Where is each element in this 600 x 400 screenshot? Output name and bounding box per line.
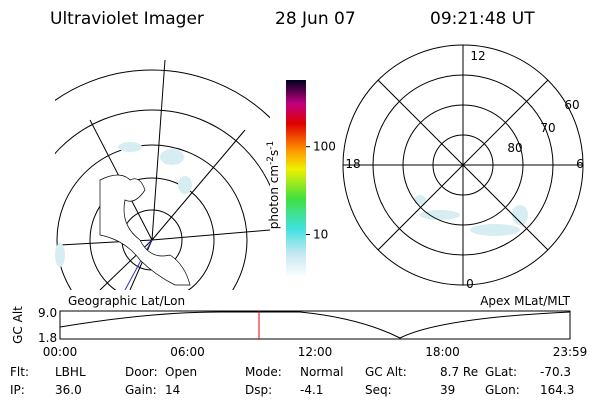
field-value: 164.3 xyxy=(540,383,574,397)
mlat-label: 80 xyxy=(507,141,522,155)
field-value: -70.3 xyxy=(540,365,571,379)
unit: s xyxy=(267,150,281,156)
date: 28 Jun 07 xyxy=(275,9,356,29)
mlat-label: 70 xyxy=(540,121,555,135)
field-label: GLat: xyxy=(485,365,517,379)
field-value: LBHL xyxy=(55,365,86,379)
field-label: GC Alt: xyxy=(365,365,407,379)
colorbar-label: photon cm-2s-1 xyxy=(266,141,281,230)
colorbar xyxy=(286,80,306,278)
y-tick-label: 1.8 xyxy=(38,331,57,345)
mlt-label: 18 xyxy=(345,157,360,171)
altitude-plot xyxy=(59,310,571,340)
field-label: IP: xyxy=(10,383,25,397)
field-label: Dsp: xyxy=(245,383,272,397)
x-tick-label: 06:00 xyxy=(170,345,205,359)
map-label: Geographic Lat/Lon xyxy=(68,294,185,308)
y-tick-label: 9.0 xyxy=(38,306,57,320)
field-label: Seq: xyxy=(365,383,392,397)
field-value: Open xyxy=(165,365,197,379)
x-tick-label: 18:00 xyxy=(425,345,460,359)
mlat-label: 60 xyxy=(564,98,579,112)
axis-label: GC Alt xyxy=(11,306,25,344)
field-label: Gain: xyxy=(125,383,157,397)
title: Ultraviolet Imager xyxy=(50,9,204,29)
field-label: Door: xyxy=(125,365,158,379)
field-value: 36.0 xyxy=(55,383,82,397)
field-value: 8.7 Re xyxy=(440,365,478,379)
x-tick-label: 23:59 xyxy=(553,345,588,359)
polar-grid xyxy=(342,44,584,286)
field-value: -4.1 xyxy=(300,383,323,397)
geographic-map xyxy=(55,59,270,290)
map-label: Apex MLat/MLT xyxy=(480,294,570,308)
altitude-curve xyxy=(59,311,571,339)
field-value: Normal xyxy=(300,365,343,379)
field-label: GLon: xyxy=(485,383,520,397)
colorbar-tick-label: 100 xyxy=(313,140,336,154)
exponent: -1 xyxy=(266,141,276,150)
exponent: -2 xyxy=(266,156,276,165)
time: 09:21:48 UT xyxy=(430,9,535,29)
x-tick-label: 12:00 xyxy=(298,345,333,359)
field-value: 39 xyxy=(440,383,455,397)
field-label: Flt: xyxy=(10,365,29,379)
field-label: Mode: xyxy=(245,365,282,379)
mlt-label: 12 xyxy=(470,49,485,63)
field-value: 14 xyxy=(165,383,180,397)
colorbar-tick-label: 10 xyxy=(313,228,328,242)
mlt-label: 0 xyxy=(466,277,474,291)
unit: photon cm xyxy=(267,165,281,229)
mlt-label: 6 xyxy=(576,157,584,171)
x-tick-label: 00:00 xyxy=(43,345,78,359)
